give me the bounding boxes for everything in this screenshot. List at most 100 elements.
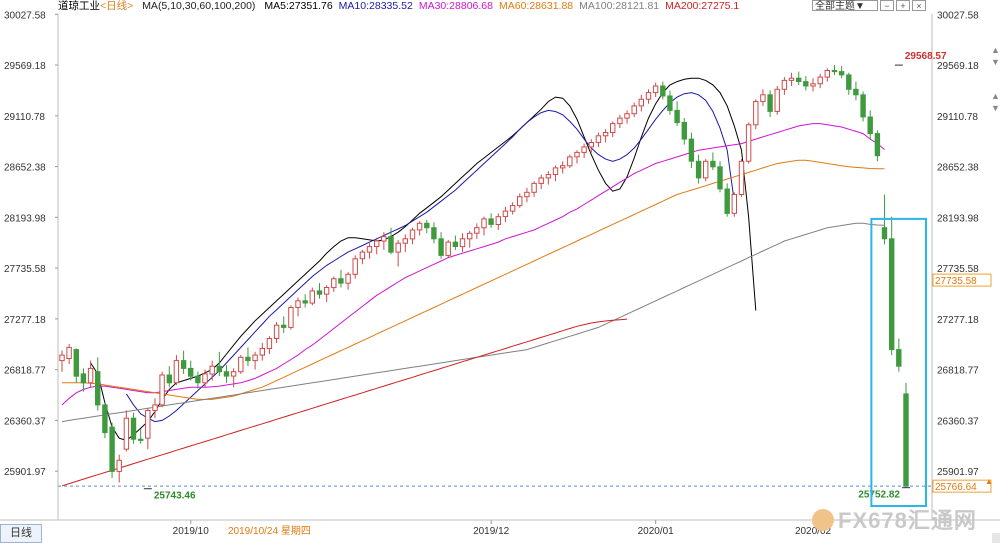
x-tick-label-2: 2020/01 xyxy=(638,526,675,537)
candle-body-83 xyxy=(652,85,659,94)
candle-body-52 xyxy=(431,227,437,240)
y-tick-label-left-2: 29110.78 xyxy=(4,112,45,123)
candle-body-47 xyxy=(395,242,401,253)
candle-body-35 xyxy=(309,290,316,304)
x-tick-label-0: 2019/10 xyxy=(173,526,210,537)
candle-body-42 xyxy=(359,251,366,260)
scroll-up-icon[interactable]: ▲ xyxy=(991,45,1000,55)
candle-body-84 xyxy=(660,85,666,97)
y-tick-label-right-8: 26360.37 xyxy=(937,416,979,427)
cursor-date-label: 2019/10/24 星期四 xyxy=(228,525,311,537)
zoom-down-icon[interactable]: ▼ xyxy=(991,103,1000,113)
candle-body-57 xyxy=(467,232,473,240)
candle-body-64 xyxy=(517,196,523,207)
scroll-down-icon[interactable]: ▼ xyxy=(991,57,1000,67)
candle-body-111 xyxy=(853,88,859,96)
zoom-in-button[interactable]: + xyxy=(896,0,910,11)
candle-body-60 xyxy=(488,218,494,225)
ma-group-label[interactable]: MA(5,10,30,60,100,200) xyxy=(142,0,256,12)
close-button[interactable]: × xyxy=(912,0,926,11)
candle-body-89 xyxy=(695,160,702,179)
y-tick-label-left-1: 29569.18 xyxy=(4,61,46,72)
candle-body-14 xyxy=(159,374,165,406)
candle-body-78 xyxy=(617,117,623,125)
daily-tab[interactable]: 日线 xyxy=(0,524,42,543)
y-tick-label-right-9: 25901.97 xyxy=(937,467,979,478)
candle-body-101 xyxy=(781,79,788,90)
ma-value-2: MA30:28806.68 xyxy=(418,0,493,12)
candle-body-118 xyxy=(903,393,909,487)
candle-body-11 xyxy=(138,438,144,441)
candle-body-17 xyxy=(180,360,187,369)
candle-body-62 xyxy=(502,210,509,218)
annotation-label-2: 25752.82 xyxy=(858,490,900,501)
chart-header: 道琼工业<日线> MA(5,10,30,60,100,200) MA5:2735… xyxy=(58,0,751,14)
candle-body-24 xyxy=(230,371,237,377)
ma-line-ma5 xyxy=(90,77,757,441)
candle-body-115 xyxy=(881,227,888,240)
candle-body-116 xyxy=(889,238,895,350)
ma-value-0: MA5:27351.76 xyxy=(264,0,333,12)
candle-body-92 xyxy=(717,166,723,190)
candle-body-80 xyxy=(631,105,637,115)
candle-body-93 xyxy=(724,188,730,214)
candle-body-23 xyxy=(223,371,230,377)
candle-body-94 xyxy=(731,194,737,214)
candle-body-107 xyxy=(824,70,830,78)
candle-body-90 xyxy=(703,160,709,179)
candle-body-99 xyxy=(767,94,773,112)
y-tick-label-left-4: 28193.98 xyxy=(4,213,46,224)
candle-body-50 xyxy=(416,222,423,231)
candle-body-10 xyxy=(130,417,137,440)
y-tick-label-right-5: 27735.58 xyxy=(937,264,979,275)
y-tick-label-left-9: 25901.97 xyxy=(4,467,46,478)
ma-value-3: MA60:28631.88 xyxy=(498,0,574,12)
candle-body-1 xyxy=(66,346,72,359)
x-tick-label-3: 2020/02 xyxy=(795,526,832,537)
candle-body-41 xyxy=(352,258,358,275)
y-tick-label-right-1: 29569.18 xyxy=(937,61,979,72)
annotation-label-0: 25743.46 xyxy=(154,491,196,502)
candle-body-44 xyxy=(374,240,380,247)
theme-dropdown[interactable]: 全部主题▼ xyxy=(812,0,878,12)
candle-body-66 xyxy=(531,182,537,193)
candle-body-34 xyxy=(302,300,308,304)
candle-body-37 xyxy=(323,287,330,295)
candle-body-87 xyxy=(681,122,687,140)
ma-line-ma60 xyxy=(62,159,885,400)
candle-body-56 xyxy=(459,238,466,248)
candle-body-104 xyxy=(803,81,809,87)
candle-body-19 xyxy=(195,375,201,384)
candle-body-82 xyxy=(645,92,652,100)
candle-body-85 xyxy=(667,95,673,111)
candle-body-5 xyxy=(95,371,101,406)
watermark: FX678汇通网 xyxy=(812,503,977,533)
ma-line-ma10 xyxy=(125,92,735,423)
chart-period[interactable]: <日线> xyxy=(100,0,134,12)
candle-body-96 xyxy=(745,124,752,162)
candle-body-22 xyxy=(216,365,223,373)
price-marker-icon: ▲ xyxy=(985,477,993,486)
zoom-out-button[interactable]: − xyxy=(880,0,894,11)
candle-body-28 xyxy=(259,348,266,356)
candle-body-8 xyxy=(116,459,122,472)
candle-body-105 xyxy=(810,83,816,87)
candle-body-2 xyxy=(73,349,79,377)
ma-values: MA5:27351.76 MA10:28335.52 MA30:28806.68 MA… xyxy=(264,0,745,12)
candle-body-61 xyxy=(495,216,502,225)
candle-body-102 xyxy=(788,77,795,81)
zoom-up-icon[interactable]: ▲ xyxy=(991,91,1000,101)
y-tick-label-right-3: 28652.38 xyxy=(937,163,979,174)
candle-body-38 xyxy=(331,278,337,289)
x-tick-label-1: 2019/12 xyxy=(473,526,510,537)
candle-body-12 xyxy=(145,410,151,439)
current-price-label: 27735.58 xyxy=(935,276,977,287)
resize-corner[interactable] xyxy=(992,533,1000,543)
ma-value-4: MA100:28121.81 xyxy=(579,0,660,12)
candle-body-29 xyxy=(266,338,273,349)
ma-value-5: MA200:27275.1 xyxy=(665,0,740,12)
candle-body-117 xyxy=(896,349,902,367)
candle-body-72 xyxy=(574,151,580,158)
